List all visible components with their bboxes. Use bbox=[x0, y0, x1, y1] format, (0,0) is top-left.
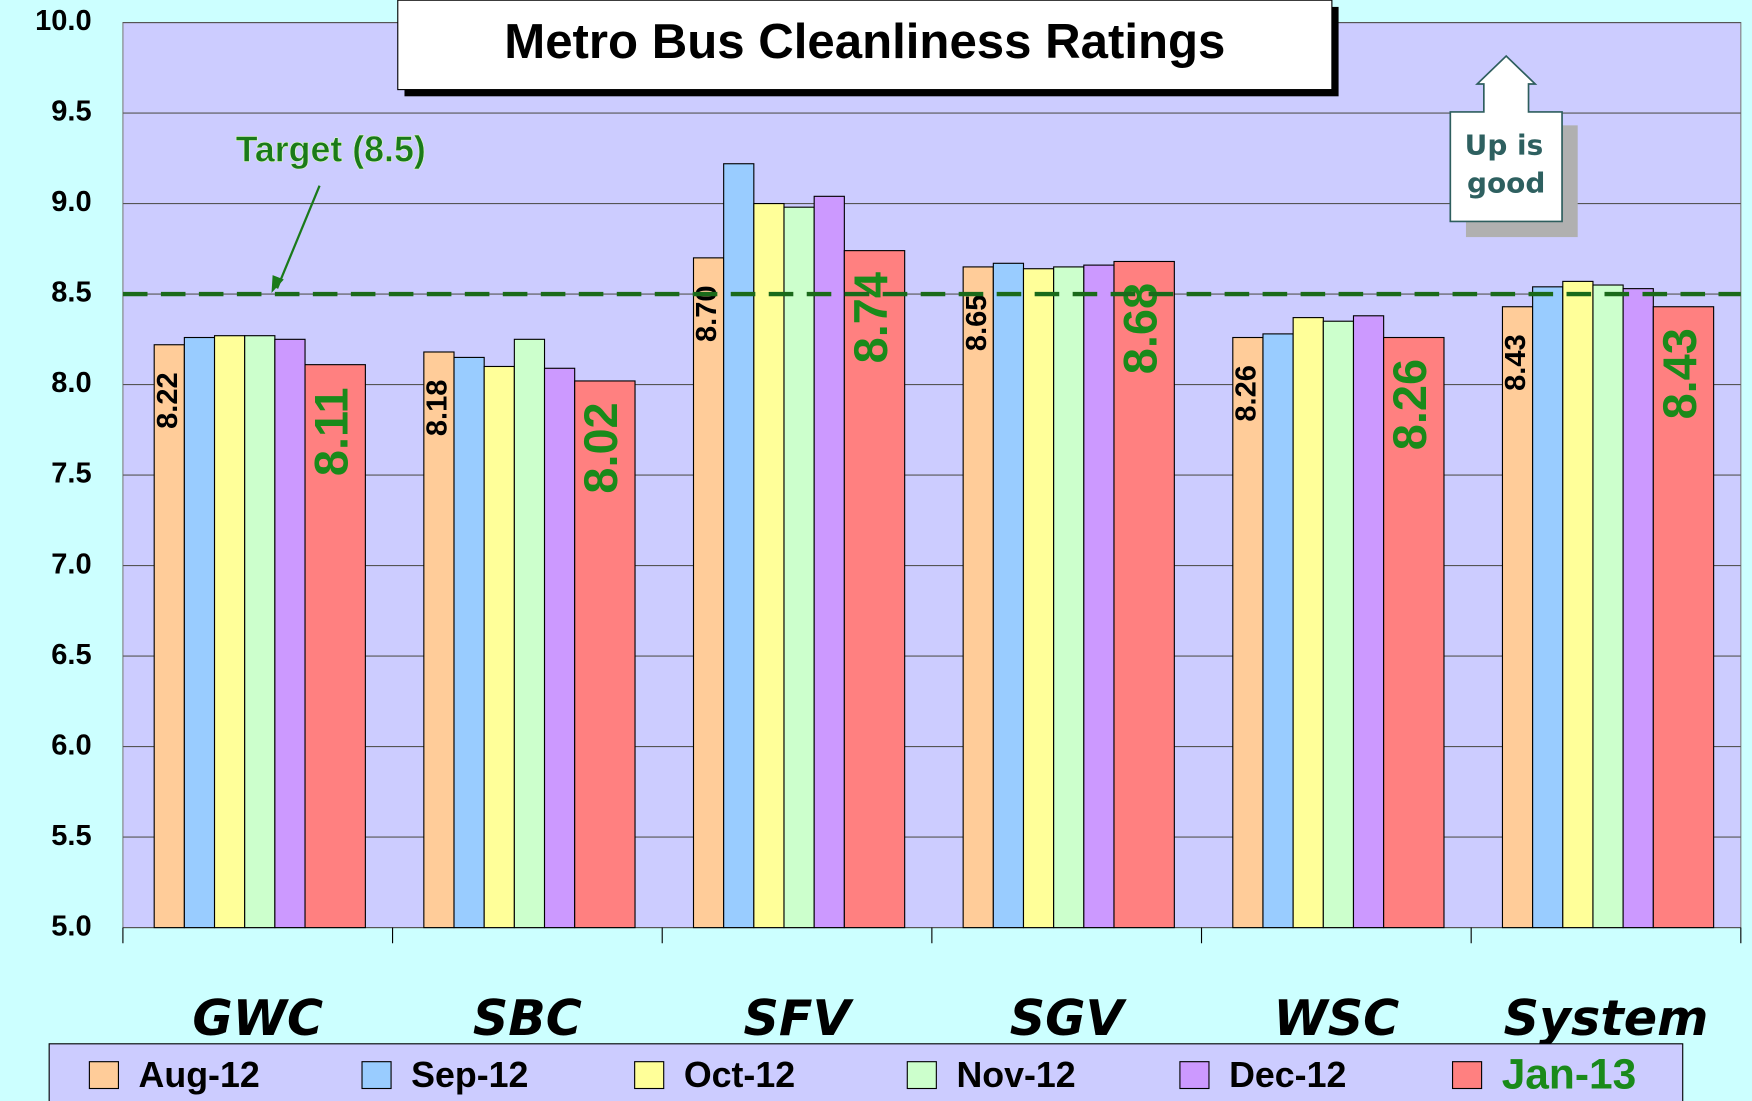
value-label: 8.65 bbox=[961, 295, 993, 352]
bar bbox=[1592, 284, 1624, 929]
y-tick-label: 10.0 bbox=[35, 5, 92, 37]
y-tick-label: 5.0 bbox=[51, 910, 91, 942]
bar bbox=[483, 365, 515, 929]
bar bbox=[962, 266, 994, 929]
target-pointer bbox=[276, 185, 321, 289]
y-tick-label: 5.5 bbox=[51, 820, 91, 852]
x-tick-label: SGV bbox=[1010, 989, 1128, 1047]
bar bbox=[992, 262, 1025, 929]
title-box bbox=[397, 0, 1333, 91]
y-tick-label: 7.0 bbox=[51, 548, 91, 580]
bar bbox=[574, 380, 636, 929]
value-label: 8.26 bbox=[1384, 359, 1436, 450]
y-tick-label: 8.5 bbox=[51, 277, 91, 309]
bar bbox=[244, 335, 276, 929]
bar bbox=[543, 367, 576, 929]
bar bbox=[1652, 306, 1715, 929]
y-tick-label: 6.5 bbox=[51, 639, 91, 671]
bar bbox=[1232, 336, 1264, 929]
bar bbox=[1322, 320, 1355, 929]
bar bbox=[692, 257, 725, 929]
legend-swatch bbox=[361, 1061, 392, 1090]
value-label: 8.22 bbox=[152, 372, 184, 429]
bar bbox=[304, 364, 366, 929]
bar bbox=[1622, 288, 1654, 929]
bar bbox=[183, 336, 216, 929]
bar bbox=[843, 250, 906, 929]
x-tick-label: GWC bbox=[192, 989, 323, 1047]
legend-swatch bbox=[1179, 1061, 1210, 1090]
legend-swatch bbox=[88, 1061, 119, 1090]
bar bbox=[723, 163, 755, 929]
value-label: 8.43 bbox=[1654, 328, 1706, 419]
legend-swatch bbox=[1451, 1061, 1483, 1090]
bar bbox=[1501, 306, 1534, 929]
bar bbox=[1352, 315, 1385, 929]
bar bbox=[1292, 317, 1324, 929]
chart-title: Metro Bus Cleanliness Ratings bbox=[504, 14, 1225, 69]
value-label: 8.18 bbox=[422, 380, 454, 437]
bar bbox=[813, 195, 845, 929]
bar bbox=[1532, 286, 1564, 929]
value-label: 8.02 bbox=[575, 402, 627, 493]
bar bbox=[513, 338, 546, 929]
legend-swatch bbox=[634, 1061, 665, 1090]
y-tick-label: 8.0 bbox=[51, 367, 91, 399]
legend-label: Sep-12 bbox=[411, 1055, 528, 1095]
note-arrow-box bbox=[1449, 54, 1563, 223]
value-label: 8.43 bbox=[1500, 334, 1532, 391]
legend-swatch bbox=[906, 1061, 937, 1090]
value-label: 8.74 bbox=[845, 272, 897, 363]
value-label: 8.68 bbox=[1115, 283, 1167, 374]
bar bbox=[213, 335, 246, 929]
y-tick-label: 9.5 bbox=[51, 96, 91, 128]
note-line: Up is bbox=[1465, 129, 1544, 162]
bar bbox=[1562, 280, 1594, 929]
x-tick-label: WSC bbox=[1273, 989, 1399, 1047]
bar bbox=[753, 203, 785, 929]
legend-label: Dec-12 bbox=[1229, 1055, 1346, 1095]
y-tick-label: 6.0 bbox=[51, 729, 91, 761]
value-label: 8.26 bbox=[1231, 365, 1263, 422]
legend-label: Jan-13 bbox=[1502, 1051, 1636, 1098]
legend-label: Oct-12 bbox=[684, 1055, 795, 1095]
bar bbox=[1053, 266, 1085, 929]
y-tick-label: 9.0 bbox=[51, 186, 91, 218]
value-label: 8.11 bbox=[306, 387, 358, 476]
bar bbox=[1083, 264, 1115, 929]
legend-label: Nov-12 bbox=[956, 1055, 1075, 1095]
target-pointer-head bbox=[271, 275, 284, 293]
note-line: good bbox=[1467, 167, 1545, 200]
bar bbox=[153, 344, 185, 929]
bar bbox=[423, 351, 455, 929]
x-tick-label: SFV bbox=[744, 989, 855, 1047]
legend bbox=[48, 1043, 1684, 1101]
bar bbox=[1113, 260, 1175, 929]
target-label: Target (8.5) bbox=[236, 130, 426, 170]
bar bbox=[1262, 333, 1294, 929]
bar bbox=[1383, 336, 1445, 929]
bar bbox=[1022, 268, 1055, 929]
bar bbox=[783, 206, 815, 929]
y-tick-label: 7.5 bbox=[51, 458, 91, 490]
legend-label: Aug-12 bbox=[139, 1055, 260, 1095]
x-tick-label: SBC bbox=[473, 989, 582, 1047]
x-tick-label: System bbox=[1504, 989, 1709, 1047]
bar bbox=[274, 338, 306, 929]
bar bbox=[453, 356, 485, 929]
